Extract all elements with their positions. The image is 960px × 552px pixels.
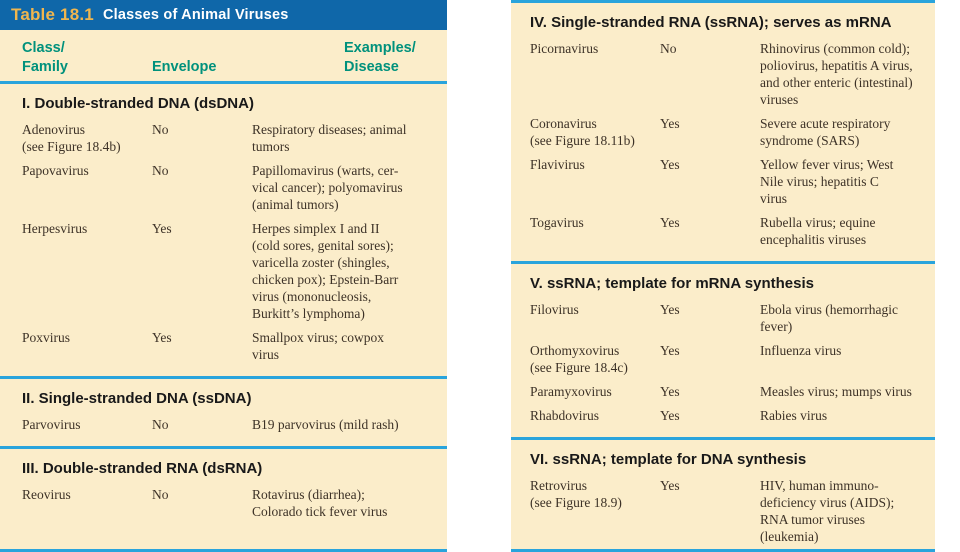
envelope-cell: Yes bbox=[660, 343, 680, 358]
examples-cell: Smallpox virus; cowpox virus bbox=[252, 330, 384, 363]
examples-cell: Yellow fever virus; West Nile virus; hepa… bbox=[760, 157, 894, 206]
table-title-bar: Table 18.1 Classes of Animal Viruses bbox=[0, 0, 447, 30]
table-row: Rhabdovirus Yes Rabies virus bbox=[511, 407, 935, 424]
envelope-cell: No bbox=[152, 163, 169, 179]
family-cell: Togavirus bbox=[530, 215, 584, 230]
family-cell: Reovirus bbox=[22, 487, 71, 503]
family-cell: Paramyxovirus bbox=[530, 384, 612, 399]
envelope-cell: Yes bbox=[660, 408, 680, 423]
section-heading: I. Double-stranded DNA (dsDNA) bbox=[22, 95, 254, 113]
envelope-cell: Yes bbox=[152, 221, 172, 237]
table-row: Filovirus Yes Ebola virus (hemorrhagic fe… bbox=[511, 301, 935, 335]
family-cell: Papovavirus bbox=[22, 163, 89, 179]
envelope-cell: No bbox=[152, 487, 169, 503]
section-heading: IV. Single-stranded RNA (ssRNA); serves … bbox=[530, 14, 892, 31]
examples-cell: Ebola virus (hemorrhagic fever) bbox=[760, 302, 898, 334]
examples-cell: B19 parvovirus (mild rash) bbox=[252, 417, 399, 433]
family-cell: Herpesvirus bbox=[22, 221, 88, 237]
animal-viruses-table-left-panel: Table 18.1 Classes of Animal Viruses Cla… bbox=[0, 0, 447, 552]
envelope-cell: Yes bbox=[152, 330, 172, 346]
table-row: Coronavirus (see Figure 18.11b) Yes Sever… bbox=[511, 115, 935, 149]
section-heading: VI. ssRNA; template for DNA synthesis bbox=[530, 451, 807, 468]
table-row: Flavivirus Yes Yellow fever virus; West N… bbox=[511, 156, 935, 207]
section-ssrna-template-dna: VI. ssRNA; template for DNA synthesis Re… bbox=[511, 437, 935, 549]
envelope-cell: Yes bbox=[660, 478, 680, 493]
examples-cell: Herpes simplex I and II (cold sores, geni… bbox=[252, 221, 399, 322]
table-row: Paramyxovirus Yes Measles virus; mumps v… bbox=[511, 383, 935, 400]
table-title: Classes of Animal Viruses bbox=[102, 7, 289, 23]
family-cell: Flavivirus bbox=[530, 157, 585, 172]
section-dsrna: III. Double-stranded RNA (dsRNA) Reoviru… bbox=[0, 446, 447, 533]
family-cell: Orthomyxovirus (see Figure 18.4c) bbox=[530, 343, 628, 375]
family-cell: Coronavirus (see Figure 18.11b) bbox=[530, 116, 635, 148]
envelope-cell: Yes bbox=[660, 302, 680, 317]
envelope-cell: No bbox=[152, 417, 169, 433]
section-ssrna-template-mrna: V. ssRNA; template for mRNA synthesis Fi… bbox=[511, 261, 935, 437]
family-cell: Poxvirus bbox=[22, 330, 71, 346]
column-header-examples-disease: Examples/Disease bbox=[344, 40, 416, 75]
examples-cell: Rhinovirus (common cold); poliovirus, hep… bbox=[760, 41, 913, 107]
table-number: Table 18.1 bbox=[11, 5, 94, 24]
section-ssdna: II. Single-stranded DNA (ssDNA) Parvovir… bbox=[0, 376, 447, 446]
examples-cell: Influenza virus bbox=[760, 343, 842, 358]
envelope-cell: Yes bbox=[660, 157, 680, 172]
table-row: Parvovirus No B19 parvovirus (mild rash) bbox=[0, 416, 447, 433]
examples-cell: Measles virus; mumps virus bbox=[760, 384, 912, 399]
table-row: Retrovirus (see Figure 18.9) Yes HIV, hum… bbox=[511, 477, 935, 545]
table-row: Herpesvirus Yes Herpes simplex I and II(… bbox=[0, 220, 447, 322]
examples-cell: Papillomavirus (warts, cer-vical cancer)… bbox=[252, 163, 403, 213]
table-row: Orthomyxovirus (see Figure 18.4c) Yes Inf… bbox=[511, 342, 935, 376]
table-row: Adenovirus (see Figure 18.4b) No Respirat… bbox=[0, 121, 447, 155]
column-headers: Class/Family Envelope Examples/Disease bbox=[0, 30, 447, 85]
section-heading: III. Double-stranded RNA (dsRNA) bbox=[22, 460, 263, 478]
section-dsdna: I. Double-stranded DNA (dsDNA) Adenoviru… bbox=[0, 84, 447, 376]
envelope-cell: Yes bbox=[660, 215, 680, 230]
animal-viruses-table-right-panel: IV. Single-stranded RNA (ssRNA); serves … bbox=[511, 0, 935, 552]
table-row: Reovirus No Rotavirus (diarrhea); Colorad… bbox=[0, 486, 447, 520]
table-row: Togavirus Yes Rubella virus; equine encep… bbox=[511, 214, 935, 248]
envelope-cell: Yes bbox=[660, 384, 680, 399]
examples-cell: HIV, human immuno-deficiency virus (AIDS… bbox=[760, 478, 895, 544]
examples-cell: Rotavirus (diarrhea); Colorado tick fever… bbox=[252, 487, 388, 520]
family-cell: Parvovirus bbox=[22, 417, 81, 433]
examples-cell: Rabies virus bbox=[760, 408, 828, 423]
section-ssrna-mrna: IV. Single-stranded RNA (ssRNA); serves … bbox=[511, 3, 935, 261]
envelope-cell: No bbox=[660, 41, 677, 56]
family-cell: Rhabdovirus bbox=[530, 408, 599, 423]
envelope-cell: Yes bbox=[660, 116, 680, 131]
family-cell: Picornavirus bbox=[530, 41, 599, 56]
section-heading: II. Single-stranded DNA (ssDNA) bbox=[22, 390, 252, 408]
envelope-cell: No bbox=[152, 122, 169, 138]
table-row: Poxvirus Yes Smallpox virus; cowpox virus bbox=[0, 329, 447, 363]
family-cell: Filovirus bbox=[530, 302, 579, 317]
family-cell: Retrovirus (see Figure 18.9) bbox=[530, 478, 622, 510]
family-cell: Adenovirus (see Figure 18.4b) bbox=[22, 122, 121, 155]
examples-cell: Respiratory diseases; animal tumors bbox=[252, 122, 407, 155]
table-row: Picornavirus No Rhinovirus (common cold)… bbox=[511, 40, 935, 108]
examples-cell: Severe acute respiratory syndrome (SARS) bbox=[760, 116, 891, 148]
section-heading: V. ssRNA; template for mRNA synthesis bbox=[530, 275, 814, 292]
column-header-envelope: Envelope bbox=[152, 58, 217, 75]
column-header-class-family: Class/Family bbox=[22, 40, 68, 75]
examples-cell: Rubella virus; equine encephalitis viruse… bbox=[760, 215, 876, 247]
table-row: Papovavirus No Papillomavirus (warts, ce… bbox=[0, 162, 447, 213]
